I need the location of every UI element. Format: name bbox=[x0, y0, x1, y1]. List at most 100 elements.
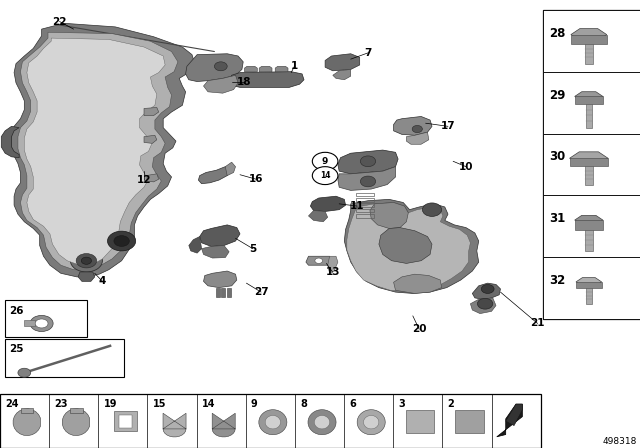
Bar bbox=[356, 193, 374, 196]
Polygon shape bbox=[212, 413, 236, 437]
Circle shape bbox=[76, 254, 97, 268]
Polygon shape bbox=[406, 409, 435, 433]
Polygon shape bbox=[146, 174, 159, 182]
Polygon shape bbox=[259, 409, 287, 435]
Polygon shape bbox=[225, 162, 236, 176]
Circle shape bbox=[422, 203, 442, 216]
Bar bbox=[543, 257, 640, 319]
Bar bbox=[70, 408, 83, 413]
Polygon shape bbox=[333, 69, 351, 80]
Circle shape bbox=[70, 250, 102, 272]
Polygon shape bbox=[357, 409, 385, 435]
Polygon shape bbox=[308, 211, 328, 222]
Polygon shape bbox=[244, 66, 257, 72]
Polygon shape bbox=[204, 75, 238, 93]
Text: 26: 26 bbox=[9, 306, 24, 315]
Polygon shape bbox=[576, 278, 602, 286]
Polygon shape bbox=[364, 415, 379, 429]
Polygon shape bbox=[406, 132, 429, 144]
Text: 7: 7 bbox=[364, 48, 372, 58]
Circle shape bbox=[214, 62, 227, 71]
Polygon shape bbox=[114, 411, 137, 431]
Text: 1: 1 bbox=[291, 61, 298, 71]
Bar bbox=[543, 195, 640, 257]
Text: 6: 6 bbox=[349, 399, 356, 409]
Polygon shape bbox=[570, 158, 608, 166]
Polygon shape bbox=[586, 288, 591, 304]
Circle shape bbox=[412, 125, 422, 133]
Polygon shape bbox=[189, 237, 202, 253]
Text: 10: 10 bbox=[459, 162, 473, 172]
Polygon shape bbox=[204, 271, 237, 288]
Polygon shape bbox=[344, 199, 479, 293]
Bar bbox=[5, 339, 124, 377]
Polygon shape bbox=[338, 167, 396, 190]
Polygon shape bbox=[586, 103, 592, 128]
Polygon shape bbox=[163, 413, 186, 437]
Bar bbox=[543, 134, 640, 195]
Polygon shape bbox=[585, 43, 593, 64]
Bar bbox=[5, 300, 87, 337]
Polygon shape bbox=[585, 166, 593, 185]
Polygon shape bbox=[62, 409, 90, 435]
Circle shape bbox=[360, 156, 376, 167]
Polygon shape bbox=[119, 415, 132, 427]
Text: 23: 23 bbox=[54, 399, 68, 409]
Text: 9: 9 bbox=[322, 157, 328, 166]
Text: 20: 20 bbox=[412, 324, 426, 334]
Polygon shape bbox=[314, 415, 330, 429]
Bar bbox=[20, 408, 33, 413]
Circle shape bbox=[312, 152, 338, 170]
Circle shape bbox=[315, 258, 323, 263]
Polygon shape bbox=[13, 409, 40, 435]
Text: 25: 25 bbox=[9, 344, 24, 354]
Text: 21: 21 bbox=[531, 319, 545, 328]
Polygon shape bbox=[308, 409, 336, 435]
Polygon shape bbox=[506, 404, 522, 426]
Circle shape bbox=[481, 284, 494, 293]
Polygon shape bbox=[144, 108, 159, 116]
Polygon shape bbox=[186, 54, 243, 82]
Polygon shape bbox=[202, 246, 229, 258]
Text: 30: 30 bbox=[549, 151, 565, 164]
Circle shape bbox=[477, 298, 493, 309]
Polygon shape bbox=[221, 288, 225, 297]
Polygon shape bbox=[200, 225, 240, 246]
Text: 32: 32 bbox=[549, 274, 565, 287]
Text: 22: 22 bbox=[52, 17, 67, 26]
Polygon shape bbox=[12, 23, 195, 277]
Polygon shape bbox=[78, 272, 95, 281]
Bar bbox=[0, 394, 541, 448]
Polygon shape bbox=[571, 29, 607, 41]
Polygon shape bbox=[306, 256, 332, 265]
Polygon shape bbox=[394, 116, 432, 135]
Bar bbox=[543, 10, 640, 319]
Text: 9: 9 bbox=[251, 399, 258, 409]
Circle shape bbox=[114, 236, 129, 246]
Polygon shape bbox=[571, 34, 607, 43]
Polygon shape bbox=[24, 320, 35, 326]
Polygon shape bbox=[275, 66, 288, 72]
Polygon shape bbox=[198, 167, 229, 184]
Polygon shape bbox=[216, 288, 220, 297]
Text: 18: 18 bbox=[237, 77, 252, 86]
Polygon shape bbox=[472, 283, 500, 299]
Polygon shape bbox=[144, 135, 157, 143]
Polygon shape bbox=[265, 415, 280, 429]
Text: 27: 27 bbox=[254, 287, 268, 297]
Polygon shape bbox=[370, 202, 408, 228]
Bar bbox=[356, 203, 374, 207]
Polygon shape bbox=[497, 404, 522, 437]
Text: 498318: 498318 bbox=[602, 437, 637, 446]
Text: 12: 12 bbox=[137, 175, 151, 185]
Bar bbox=[543, 72, 640, 134]
Text: 16: 16 bbox=[249, 174, 263, 184]
Text: 19: 19 bbox=[104, 399, 117, 409]
Text: 29: 29 bbox=[549, 89, 566, 102]
Bar bbox=[356, 198, 374, 202]
Polygon shape bbox=[347, 202, 470, 291]
Text: 28: 28 bbox=[549, 27, 566, 40]
Polygon shape bbox=[456, 409, 484, 433]
Polygon shape bbox=[259, 66, 272, 72]
Polygon shape bbox=[575, 96, 603, 103]
